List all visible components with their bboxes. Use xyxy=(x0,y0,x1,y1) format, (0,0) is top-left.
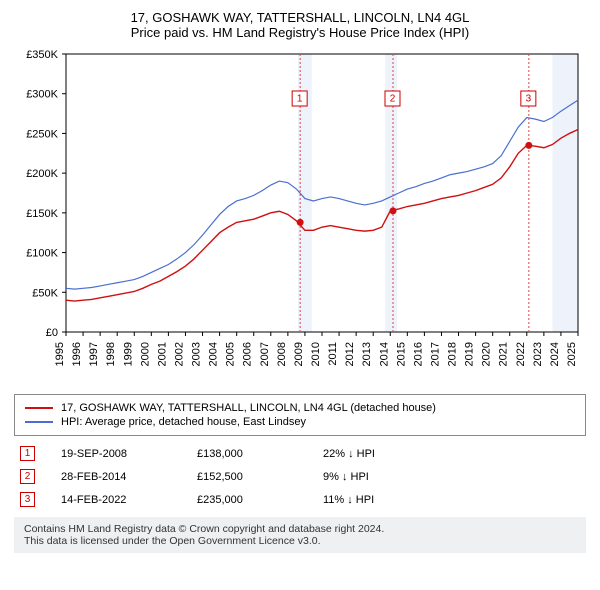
svg-text:2018: 2018 xyxy=(447,342,459,366)
svg-text:2000: 2000 xyxy=(139,342,151,366)
svg-text:2007: 2007 xyxy=(259,342,271,366)
svg-text:2020: 2020 xyxy=(481,342,493,366)
svg-text:2022: 2022 xyxy=(515,342,527,366)
svg-text:1999: 1999 xyxy=(122,342,134,366)
event-price: £138,000 xyxy=(197,448,297,460)
event-price: £235,000 xyxy=(197,494,297,506)
legend-swatch xyxy=(25,407,53,409)
legend-row: 17, GOSHAWK WAY, TATTERSHALL, LINCOLN, L… xyxy=(25,401,575,415)
svg-text:2017: 2017 xyxy=(429,342,441,366)
svg-text:2019: 2019 xyxy=(464,342,476,366)
svg-text:2008: 2008 xyxy=(276,342,288,366)
svg-text:£350K: £350K xyxy=(26,49,58,61)
svg-text:2009: 2009 xyxy=(293,342,305,366)
svg-text:£200K: £200K xyxy=(26,168,58,180)
svg-text:2005: 2005 xyxy=(225,342,237,366)
svg-text:1: 1 xyxy=(297,94,303,105)
footer: Contains HM Land Registry data © Crown c… xyxy=(14,517,586,553)
event-delta: 9% ↓ HPI xyxy=(323,471,369,483)
svg-text:3: 3 xyxy=(526,94,532,105)
svg-text:2021: 2021 xyxy=(498,342,510,366)
event-price: £152,500 xyxy=(197,471,297,483)
event-row: 2 28-FEB-2014 £152,500 9% ↓ HPI xyxy=(14,465,586,488)
title-line1: 17, GOSHAWK WAY, TATTERSHALL, LINCOLN, L… xyxy=(14,10,586,25)
legend-swatch xyxy=(25,421,53,423)
svg-text:2004: 2004 xyxy=(208,342,220,366)
svg-text:2013: 2013 xyxy=(361,342,373,366)
event-date: 19-SEP-2008 xyxy=(61,448,171,460)
event-row: 3 14-FEB-2022 £235,000 11% ↓ HPI xyxy=(14,488,586,511)
svg-text:2015: 2015 xyxy=(395,342,407,366)
svg-text:2023: 2023 xyxy=(532,342,544,366)
svg-text:£50K: £50K xyxy=(32,287,58,299)
svg-text:2: 2 xyxy=(390,94,396,105)
legend-label: HPI: Average price, detached house, East… xyxy=(61,416,306,428)
svg-text:1997: 1997 xyxy=(88,342,100,366)
chart-svg: £0 £50K £100K £150K £200K £250K £300K £350K 1995… xyxy=(14,46,586,386)
event-row: 1 19-SEP-2008 £138,000 22% ↓ HPI xyxy=(14,442,586,465)
svg-text:£250K: £250K xyxy=(26,128,58,140)
svg-text:2010: 2010 xyxy=(310,342,322,366)
event-marker-icon: 1 xyxy=(20,446,35,461)
chart: £0 £50K £100K £150K £200K £250K £300K £350K 1995… xyxy=(14,46,586,386)
svg-text:2014: 2014 xyxy=(378,342,390,366)
legend-label: 17, GOSHAWK WAY, TATTERSHALL, LINCOLN, L… xyxy=(61,402,436,414)
svg-text:2024: 2024 xyxy=(549,342,561,366)
events-table: 1 19-SEP-2008 £138,000 22% ↓ HPI 2 28-FE… xyxy=(14,442,586,511)
footer-line2: This data is licensed under the Open Gov… xyxy=(24,535,576,547)
event-marker-icon: 2 xyxy=(20,469,35,484)
event-delta: 11% ↓ HPI xyxy=(323,494,374,506)
svg-text:£300K: £300K xyxy=(26,89,58,101)
event-delta: 22% ↓ HPI xyxy=(323,448,375,460)
svg-text:1998: 1998 xyxy=(105,342,117,366)
svg-text:£150K: £150K xyxy=(26,208,58,220)
svg-text:2001: 2001 xyxy=(156,342,168,366)
svg-text:£100K: £100K xyxy=(26,248,58,260)
svg-text:£0: £0 xyxy=(46,327,58,339)
svg-text:1996: 1996 xyxy=(71,342,83,366)
event-marker-icon: 3 xyxy=(20,492,35,507)
svg-text:2003: 2003 xyxy=(191,342,203,366)
svg-text:2012: 2012 xyxy=(344,342,356,366)
legend-row: HPI: Average price, detached house, East… xyxy=(25,415,575,429)
event-date: 14-FEB-2022 xyxy=(61,494,171,506)
svg-text:2002: 2002 xyxy=(173,342,185,366)
svg-text:1995: 1995 xyxy=(54,342,66,366)
svg-text:2006: 2006 xyxy=(242,342,254,366)
footer-line1: Contains HM Land Registry data © Crown c… xyxy=(24,523,576,535)
svg-text:2025: 2025 xyxy=(566,342,578,366)
svg-text:2016: 2016 xyxy=(412,342,424,366)
legend: 17, GOSHAWK WAY, TATTERSHALL, LINCOLN, L… xyxy=(14,394,586,436)
title-line2: Price paid vs. HM Land Registry's House … xyxy=(14,25,586,40)
svg-text:2011: 2011 xyxy=(327,342,339,366)
container: 17, GOSHAWK WAY, TATTERSHALL, LINCOLN, L… xyxy=(0,0,600,563)
event-date: 28-FEB-2014 xyxy=(61,471,171,483)
